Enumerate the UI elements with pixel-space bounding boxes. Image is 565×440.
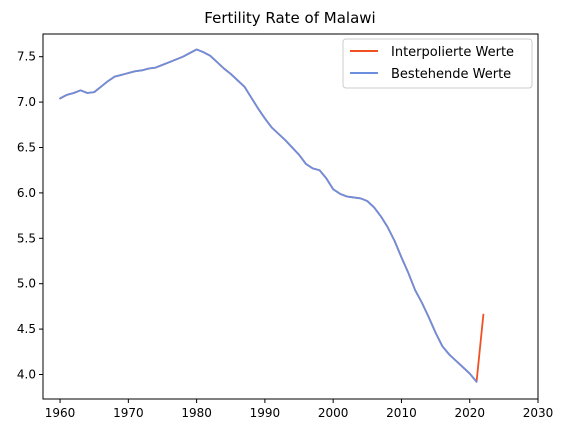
y-tick-label: 7.0 (17, 95, 36, 109)
y-tick-label: 5.0 (17, 277, 36, 291)
series-line-interpolated (59, 48, 485, 383)
y-tick-label: 4.5 (17, 322, 36, 336)
series-layer (59, 48, 485, 383)
x-tick-label: 1970 (113, 406, 144, 420)
y-tick-label: 6.0 (17, 186, 36, 200)
y-axis: 4.0 4.5 5.0 5.5 6.0 6.5 7.0 7.5 (17, 50, 43, 381)
y-tick-label: 7.5 (17, 50, 36, 64)
x-tick-label: 1980 (181, 406, 212, 420)
x-axis: 1960 1970 1980 1990 2000 2010 2020 2030 (45, 399, 553, 420)
x-tick-label: 2030 (523, 406, 554, 420)
x-tick-label: 1960 (45, 406, 76, 420)
x-tick-label: 2020 (454, 406, 485, 420)
y-tick-label: 5.5 (17, 231, 36, 245)
x-tick-label: 2000 (318, 406, 349, 420)
legend-label-existing: Bestehende Werte (391, 67, 511, 82)
legend-label-interpolated: Interpolierte Werte (391, 45, 514, 60)
y-tick-label: 6.5 (17, 140, 36, 154)
x-tick-label: 2010 (386, 406, 417, 420)
legend-box (342, 38, 533, 89)
chart-title: Fertility Rate of Malawi (204, 9, 375, 27)
plot-frame (42, 33, 539, 400)
x-tick-label: 1990 (250, 406, 281, 420)
series-line-existing (59, 48, 478, 383)
y-tick-label: 4.0 (17, 367, 36, 381)
legend: Interpolierte Werte Bestehende Werte (342, 38, 533, 89)
